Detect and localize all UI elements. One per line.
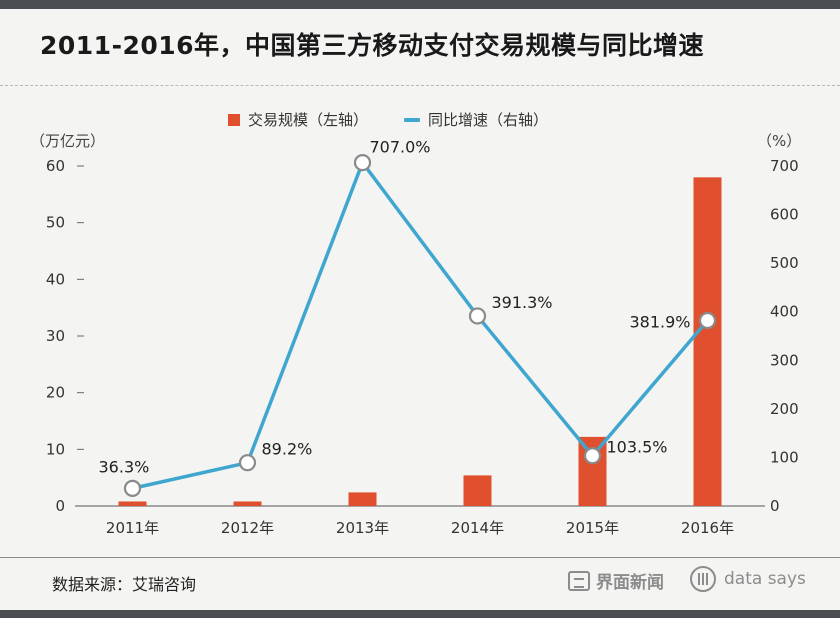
y-left-tick-label: 30: [46, 327, 65, 345]
legend-line: 同比增速（右轴）: [404, 109, 548, 130]
growth-point: [353, 154, 372, 172]
growth-point: [238, 454, 257, 472]
growth-point: [468, 307, 487, 325]
growth-point: [698, 311, 717, 330]
legend-line-swatch: [404, 117, 421, 122]
title-divider: [0, 85, 840, 86]
y-left-tick-label: 60: [46, 157, 65, 175]
bar-2013年: [348, 492, 377, 506]
growth-data-label: 103.5%: [607, 438, 668, 457]
bottom-bar: [0, 610, 840, 618]
y-left-tick-label: 10: [46, 440, 65, 458]
y-right-tick-label: 700: [770, 157, 799, 175]
growth-data-label: 391.3%: [492, 293, 553, 312]
chart-area: 010203040506001002003004005006007002011年…: [46, 138, 799, 537]
jiemian-icon: [568, 570, 590, 591]
chart-title: 2011-2016年，中国第三方移动支付交易规模与同比增速: [40, 31, 705, 60]
bar-2014年: [463, 475, 492, 506]
jiemian-text: 界面新闻: [596, 573, 664, 593]
growth-data-label: 381.9%: [630, 313, 691, 332]
growth-data-label: 707.0%: [370, 138, 431, 157]
legend-line-label: 同比增速（右轴）: [428, 111, 549, 129]
y-right-tick-label: 400: [770, 303, 799, 321]
legend-bar: 交易规模（左轴）: [228, 109, 368, 130]
growth-line: [132, 160, 709, 491]
bar-2016年: [693, 177, 722, 507]
left-axis-unit: （万亿元）: [30, 132, 106, 150]
datasays-logo: data says: [690, 566, 806, 592]
x-tick-label: 2015年: [566, 519, 619, 537]
x-tick-label: 2012年: [221, 519, 274, 537]
y-right-tick-label: 0: [770, 497, 780, 515]
y-right-tick-label: 100: [770, 448, 799, 466]
jiemian-logo: 界面新闻: [568, 568, 664, 593]
y-right-tick-label: 500: [770, 254, 799, 272]
legend-bar-swatch: [228, 113, 240, 126]
y-right-tick-label: 300: [770, 351, 799, 369]
bar-2011年: [118, 501, 147, 506]
top-bar: [0, 0, 840, 9]
y-left-tick-label: 20: [46, 384, 65, 402]
legend: 交易规模（左轴） 同比增速（右轴）: [228, 109, 584, 130]
y-right-tick-label: 600: [770, 206, 799, 224]
x-tick-label: 2014年: [451, 519, 504, 537]
footer-divider: [0, 557, 840, 558]
growth-point: [123, 479, 142, 497]
growth-point: [583, 447, 602, 465]
growth-data-label: 89.2%: [262, 440, 313, 459]
y-left-tick-label: 0: [55, 497, 65, 515]
x-tick-label: 2011年: [106, 519, 159, 537]
growth-data-label: 36.3%: [99, 457, 150, 476]
legend-bar-label: 交易规模（左轴）: [248, 111, 369, 129]
right-axis-unit: （%）: [757, 132, 802, 150]
datasays-text: data says: [724, 569, 806, 589]
y-left-tick-label: 40: [46, 270, 65, 288]
y-right-tick-label: 200: [770, 400, 799, 418]
source-note: 数据来源：艾瑞咨询: [52, 575, 197, 594]
bar-2012年: [233, 501, 262, 506]
x-tick-label: 2016年: [681, 519, 734, 537]
x-tick-label: 2013年: [336, 519, 389, 537]
y-left-tick-label: 50: [46, 214, 65, 232]
datasays-icon: [690, 566, 716, 592]
